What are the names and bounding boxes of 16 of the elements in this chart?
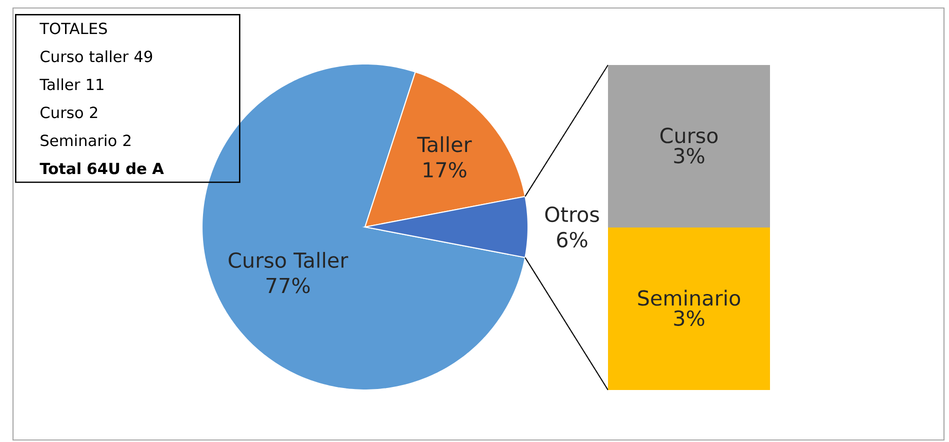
- text: Total 64U de A: [40, 162, 164, 174]
- data-label: 77%: [266, 278, 310, 294]
- series-label: Seminario: [638, 290, 740, 306]
- text: Taller 11: [40, 78, 104, 90]
- text: Curso 2: [40, 106, 98, 118]
- data-label: 17%: [424, 162, 466, 178]
- data-label: 3%: [674, 148, 704, 164]
- series-label: Curso: [660, 128, 718, 144]
- slice-label: Curso Taller: [228, 252, 348, 268]
- slice-label: Otros: [545, 206, 599, 222]
- data-label: 3%: [674, 310, 704, 326]
- data-label: 6%: [557, 232, 588, 248]
- text: Seminario 2: [40, 134, 130, 146]
- text: Curso taller 49: [40, 50, 152, 62]
- text: TOTALES: [40, 22, 107, 34]
- slice-label: Taller: [417, 136, 472, 152]
